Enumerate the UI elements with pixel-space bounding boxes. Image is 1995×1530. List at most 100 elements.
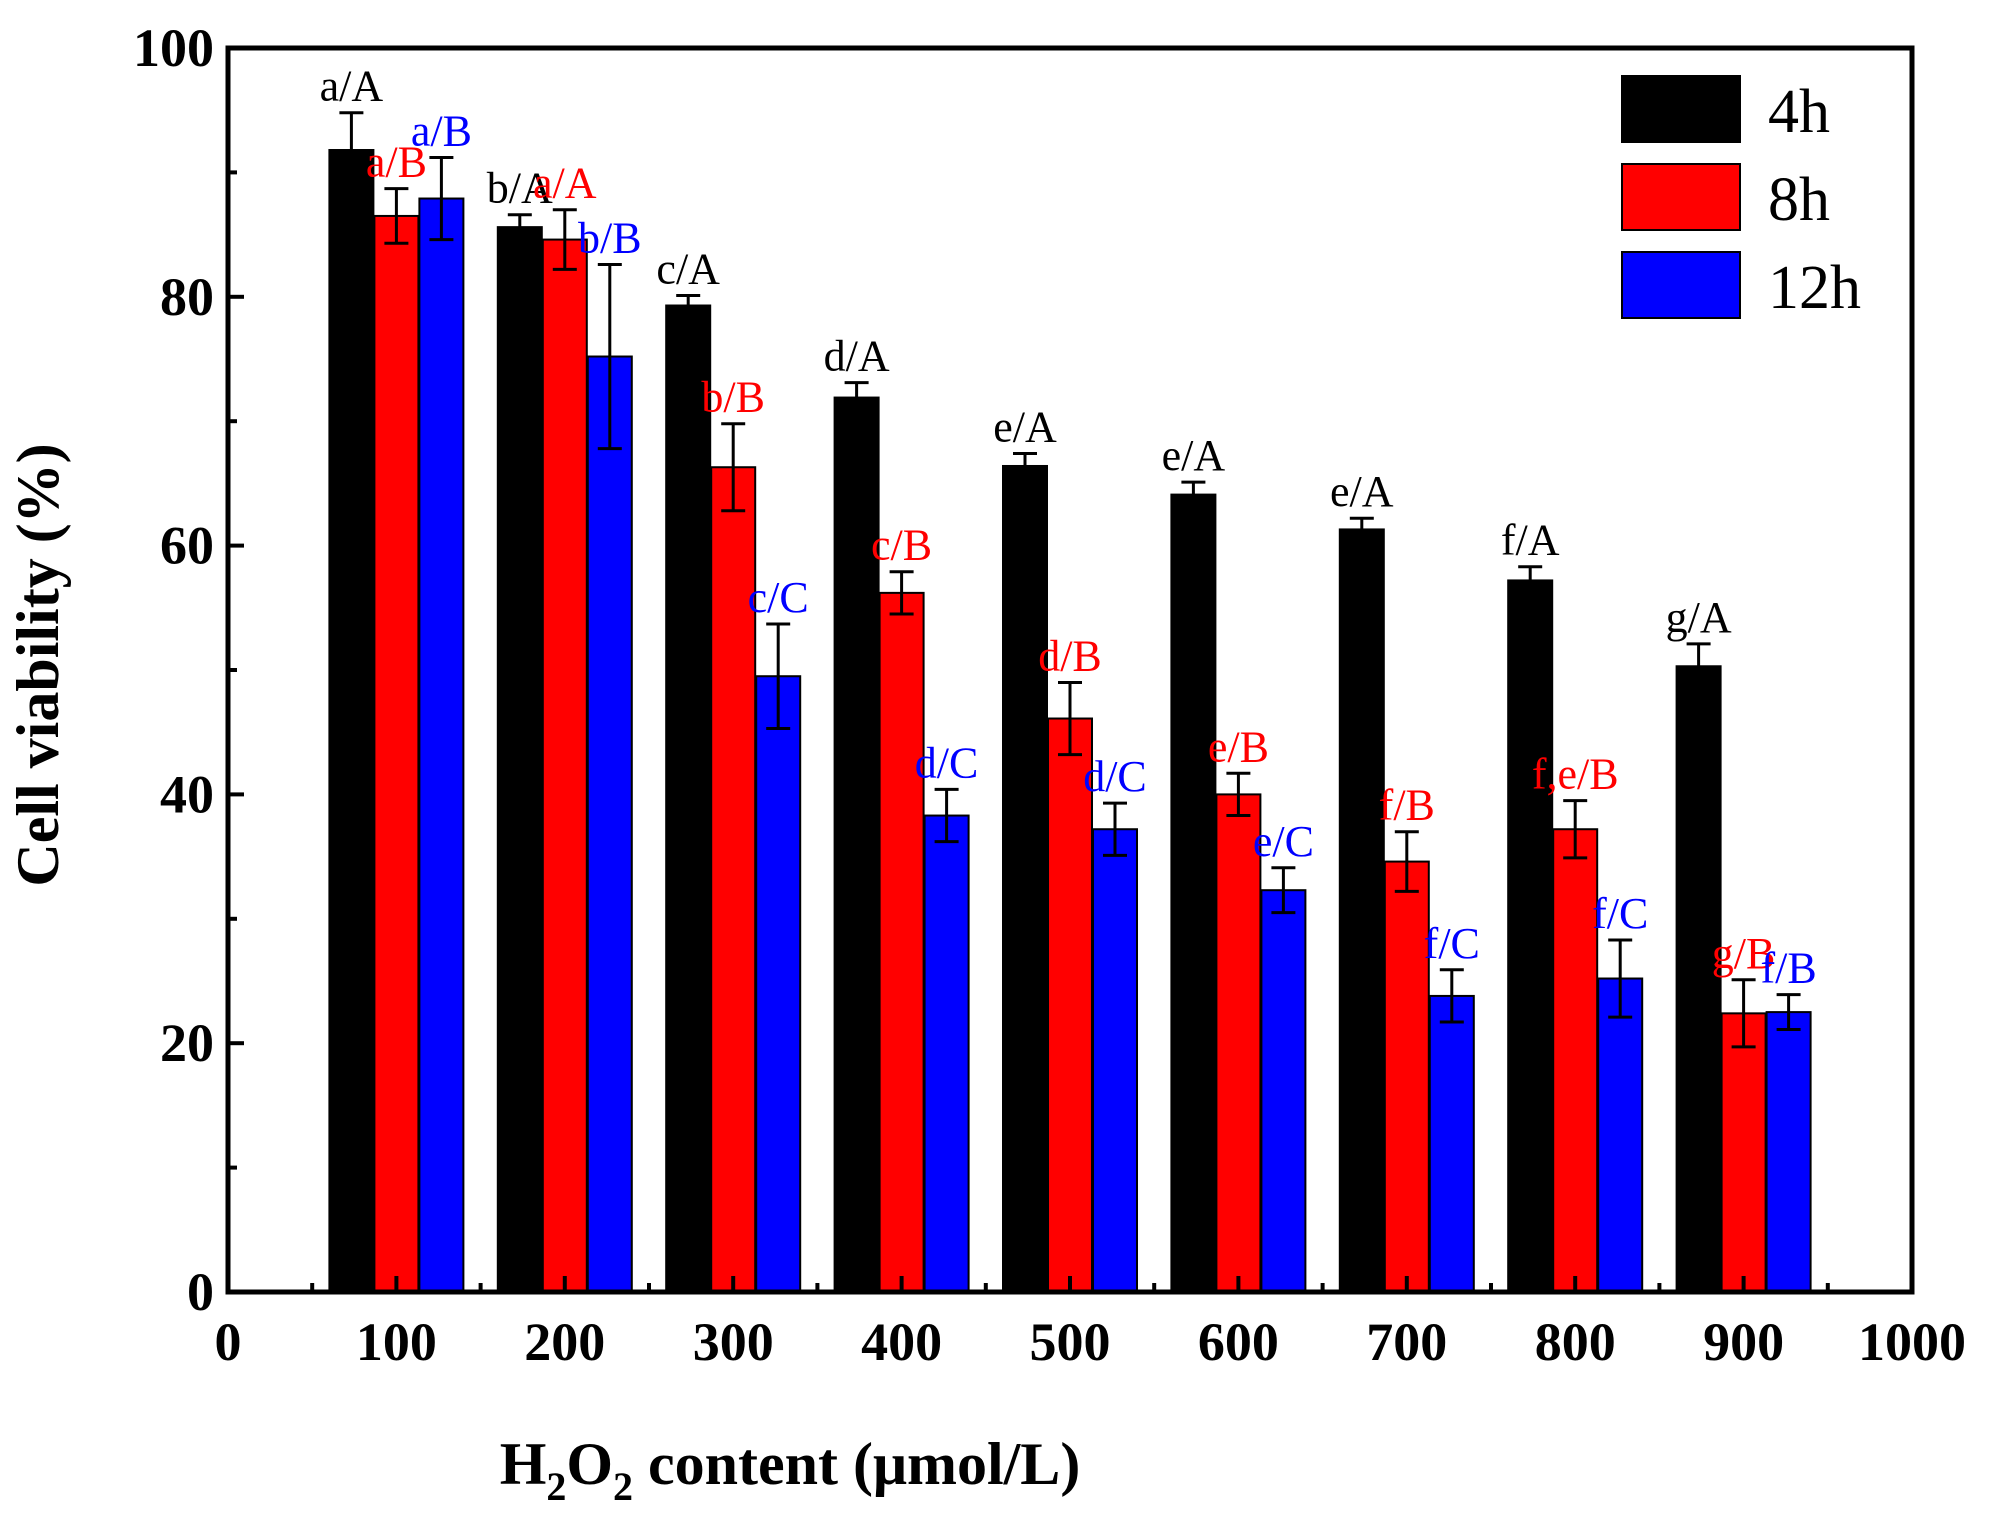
error-bar-4h-700 [1349, 516, 1374, 543]
error-bar-8h-900 [1731, 978, 1756, 1049]
error-bar-12h-400 [934, 787, 959, 844]
bar-label-12h-400: d/C [915, 738, 979, 787]
bar-label-4h-700: e/A [1330, 467, 1394, 516]
error-bar-12h-800 [1608, 938, 1633, 1019]
error-bar-12h-200 [597, 262, 622, 451]
error-bar-12h-300 [766, 622, 791, 730]
legend-item-12h: 12h [1621, 251, 1861, 322]
bar-label-8h-500: d/B [1038, 631, 1102, 680]
y-axis-title: Cell viability (%) [5, 443, 71, 886]
x-tick-label: 600 [1198, 1312, 1279, 1372]
x-axis-title: H2O2 content (μmol/L) [500, 1431, 1081, 1509]
bar-label-4h-300: c/A [656, 245, 720, 294]
bar-label-8h-800: f,e/B [1532, 750, 1619, 799]
legend-swatch-12h [1621, 251, 1741, 319]
x-tick-label: 100 [356, 1312, 437, 1372]
bar-4h-600 [1170, 493, 1217, 1293]
bar-label-8h-100: a/B [366, 138, 427, 187]
bar-12h-400 [923, 814, 970, 1293]
x-tick-label: 800 [1535, 1312, 1616, 1372]
bar-8h-300 [710, 466, 757, 1293]
x-tick-label: 0 [215, 1312, 242, 1372]
y-tick-label: 20 [160, 1013, 214, 1073]
bar-label-4h-200: b/A [487, 164, 553, 213]
legend-label-4h: 4h [1768, 78, 1830, 146]
x-tick-label: 300 [693, 1312, 774, 1372]
y-tick-label: 60 [160, 516, 214, 576]
error-bar-4h-600 [1181, 480, 1206, 509]
legend-swatch-8h [1621, 163, 1741, 231]
bar-4h-500 [1002, 464, 1048, 1293]
bar-label-4h-100: a/A [320, 62, 384, 111]
x-tick-label: 900 [1703, 1312, 1784, 1372]
legend-item-4h: 4h [1621, 75, 1830, 146]
bar-label-12h-100: a/B [411, 106, 472, 155]
bar-label-8h-600: e/B [1208, 722, 1269, 771]
error-bar-4h-400 [844, 381, 869, 414]
bar-label-12h-900: f/B [1760, 944, 1816, 993]
bar-labels-layer: a/Ab/Ac/Ad/Ae/Ae/Ae/Af/Ag/Aa/B a/Ab/Bc/Bd… [320, 62, 1817, 993]
y-tick-label: 0 [187, 1262, 214, 1322]
bar-label-4h-400: d/A [824, 332, 890, 381]
bar-12h-600 [1260, 889, 1307, 1293]
x-axis-title-sub2: 2 [613, 1464, 633, 1509]
x-tick-label: 400 [861, 1312, 942, 1372]
bar-label-12h-800: f/C [1592, 889, 1648, 938]
bar-4h-800 [1507, 579, 1554, 1293]
y-tick-label: 100 [133, 18, 214, 78]
error-bar-8h-700 [1394, 830, 1419, 893]
error-bar-8h-500 [1058, 680, 1082, 757]
error-bar-8h-300 [721, 422, 746, 513]
axes-layer [225, 45, 1915, 1295]
bar-4h-200 [496, 226, 543, 1294]
legend-label-12h: 12h [1768, 254, 1861, 322]
error-bar-4h-900 [1686, 642, 1711, 691]
error-bars-layer [339, 111, 1801, 1049]
error-bar-4h-800 [1518, 565, 1543, 596]
error-bar-12h-100 [429, 155, 454, 242]
bar-label-12h-500: d/C [1083, 752, 1147, 801]
bar-label-4h-900: g/A [1666, 593, 1732, 642]
bar-label-8h-400: c/B [871, 521, 932, 570]
error-bar-8h-400 [889, 570, 914, 616]
error-bar-4h-100 [339, 111, 364, 189]
bar-label-8h-900: g/B [1712, 929, 1776, 978]
y-tick-label: 80 [160, 267, 214, 327]
bar-4h-700 [1338, 528, 1385, 1293]
x-axis-title-mid: O [566, 1431, 613, 1497]
bar-12h-100 [418, 197, 465, 1293]
bar-12h-500 [1092, 828, 1138, 1293]
bar-12h-300 [755, 675, 802, 1293]
error-bar-12h-900 [1776, 993, 1801, 1032]
bar-4h-900 [1675, 665, 1722, 1293]
x-tick-label: 200 [524, 1312, 605, 1372]
error-bar-8h-200 [552, 208, 577, 271]
bar-8h-500 [1047, 717, 1093, 1293]
bar-label-12h-600: e/C [1253, 817, 1314, 866]
error-bar-12h-700 [1439, 968, 1464, 1024]
error-bar-4h-500 [1013, 452, 1037, 480]
legend-swatch-4h [1621, 75, 1741, 143]
x-axis-title-suffix: content (μmol/L) [633, 1431, 1080, 1497]
legend-item-8h: 8h [1621, 163, 1830, 234]
bar-8h-800 [1552, 828, 1599, 1293]
x-tick-label: 1000 [1858, 1312, 1966, 1372]
bar-12h-900 [1765, 1011, 1812, 1293]
y-tick-label: 40 [160, 764, 214, 824]
bar-label-12h-300: c/C [748, 573, 809, 622]
bar-label-4h-600: e/A [1162, 431, 1226, 480]
bar-label-4h-800: f/A [1501, 516, 1560, 565]
error-bar-8h-800 [1563, 799, 1588, 860]
bar-12h-700 [1428, 994, 1475, 1293]
bar-label-12h-700: f/C [1424, 919, 1480, 968]
bar-8h-900 [1720, 1012, 1767, 1293]
error-bar-4h-300 [676, 294, 701, 317]
bar-8h-400 [878, 591, 925, 1293]
x-tick-label: 500 [1030, 1312, 1111, 1372]
x-tick-label: 700 [1366, 1312, 1447, 1372]
x-axis-title-prefix: H [500, 1431, 547, 1497]
legend-label-8h: 8h [1768, 166, 1830, 234]
bar-4h-100 [328, 149, 375, 1293]
